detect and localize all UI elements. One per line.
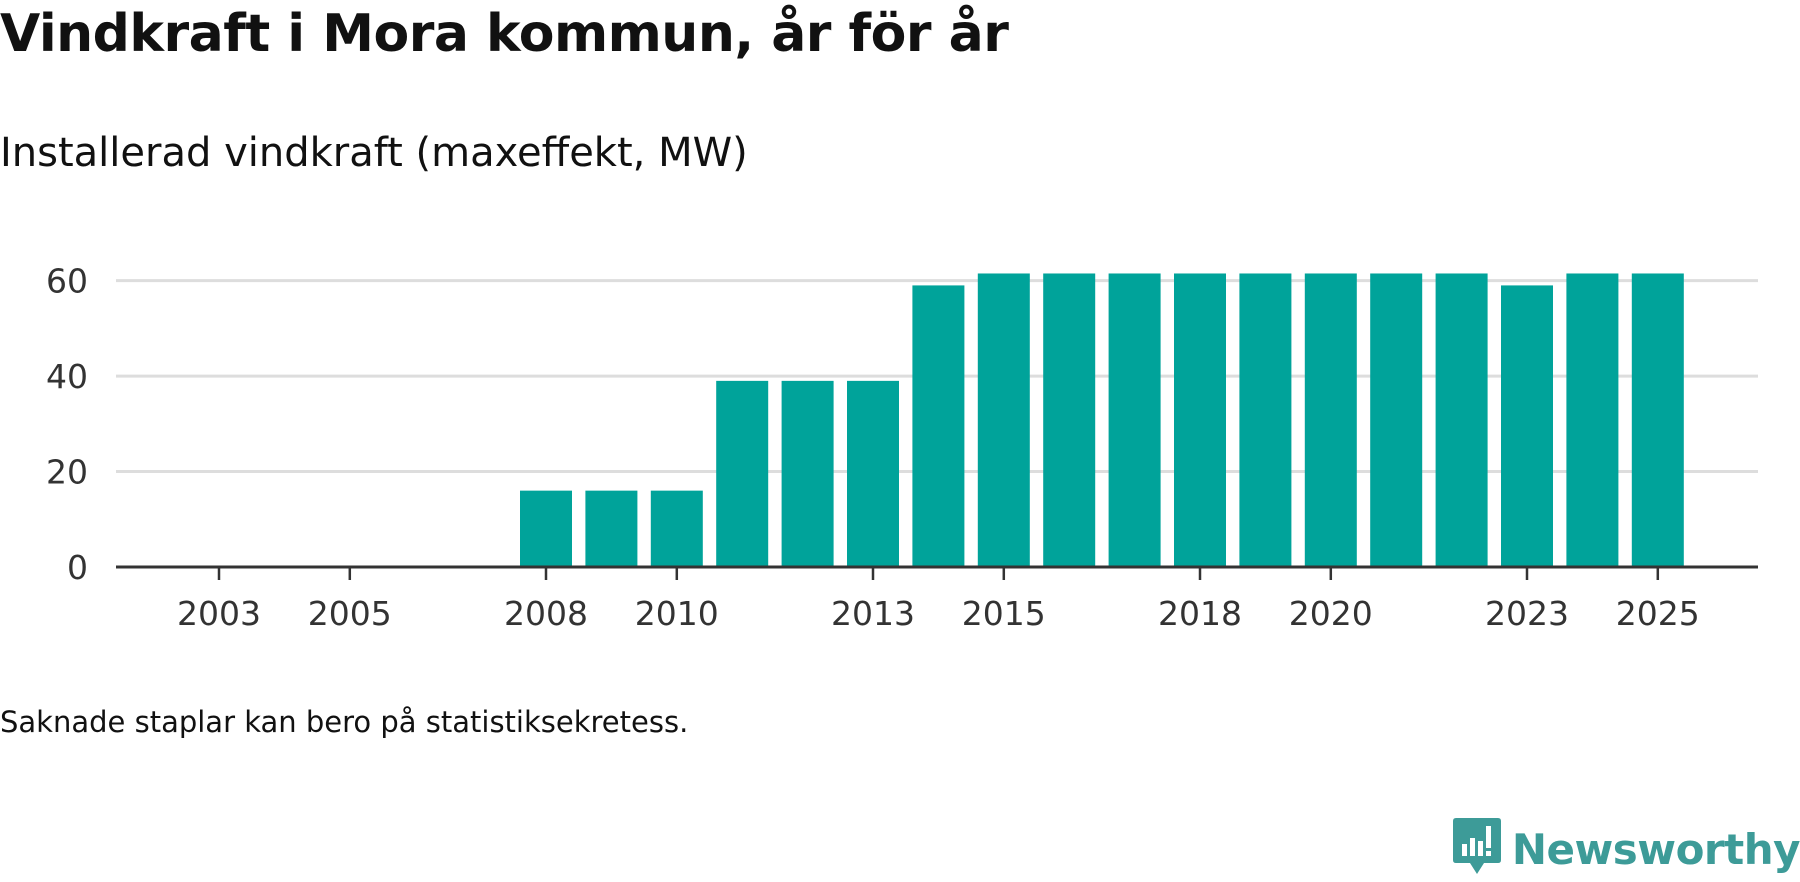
bar-2021 <box>1370 273 1423 567</box>
y-tick-label: 20 <box>46 453 88 492</box>
x-tick-label: 2005 <box>308 594 392 633</box>
bar-2025 <box>1631 273 1684 567</box>
y-tick-label: 0 <box>67 548 88 587</box>
bars <box>520 273 1684 567</box>
bar-2024 <box>1566 273 1619 567</box>
bar-2010 <box>650 490 703 567</box>
x-tick-label: 2020 <box>1289 594 1373 633</box>
brand-name: Newsworthy <box>1511 824 1800 874</box>
bar-chart: 0 20 40 60 2003 2005 2008 2010 2013 2015 2018 2020 2… <box>46 262 1758 633</box>
bar-2018 <box>1174 273 1226 567</box>
bar-2014 <box>912 285 965 567</box>
bar-2012 <box>781 380 834 567</box>
x-tick-label: 2025 <box>1616 594 1700 633</box>
x-tick-label: 2003 <box>177 594 261 633</box>
bar-2009 <box>585 490 638 567</box>
newsworthy-logo-icon <box>1452 816 1502 882</box>
chart-title: Vindkraft i Mora kommun, år för år <box>0 4 1009 64</box>
x-tick-label: 2013 <box>831 594 915 633</box>
footnote: Saknade staplar kan bero på statistiksek… <box>0 705 689 739</box>
x-tick-label: 2010 <box>635 594 719 633</box>
bar-2017 <box>1108 273 1161 567</box>
bar-2015 <box>977 273 1030 567</box>
y-tick-label: 60 <box>46 262 88 301</box>
bar-2022 <box>1435 273 1488 567</box>
chart-subtitle: Installerad vindkraft (maxeffekt, MW) <box>0 130 748 176</box>
y-tick-label: 40 <box>46 357 88 396</box>
bar-2008 <box>520 490 572 567</box>
x-tick-label: 2023 <box>1485 594 1569 633</box>
bar-2019 <box>1239 273 1292 567</box>
bar-2023 <box>1501 285 1553 567</box>
bar-2020 <box>1304 273 1357 567</box>
x-tick-label: 2018 <box>1158 594 1242 633</box>
brand-logo: Newsworthy <box>1452 816 1800 882</box>
bar-2013 <box>847 380 899 567</box>
axes: 0 20 40 60 2003 2005 2008 2010 2013 2015 2018 2020 2… <box>46 262 1758 633</box>
bar-2011 <box>716 380 769 567</box>
x-tick-label: 2015 <box>962 594 1046 633</box>
x-tick-label: 2008 <box>504 594 588 633</box>
bar-2016 <box>1043 273 1096 567</box>
